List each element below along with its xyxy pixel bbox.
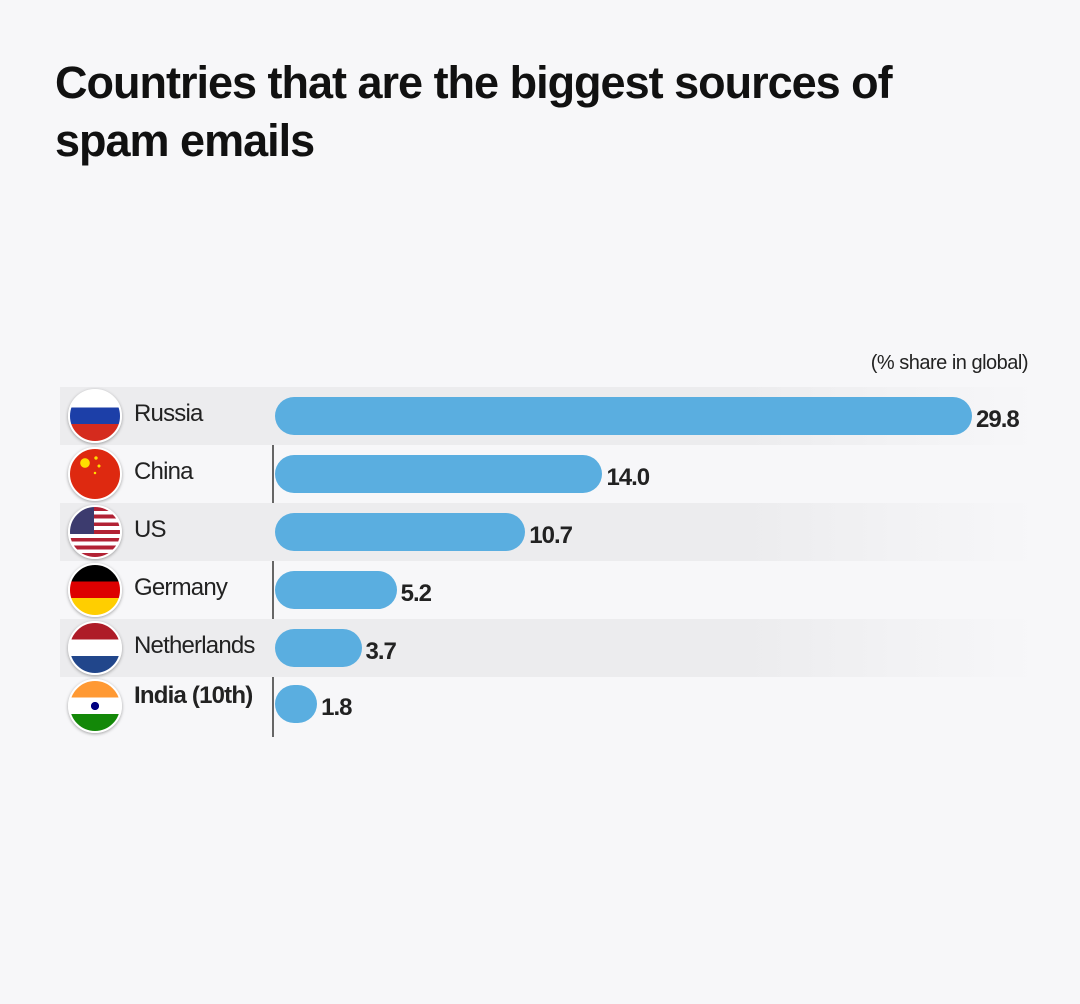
bar (275, 455, 603, 493)
category-label: Russia (134, 400, 203, 427)
bar (275, 685, 318, 723)
category-label: Germany (134, 574, 228, 601)
unit-label: (% share in global) (870, 352, 1029, 374)
value-label: 3.7 (365, 638, 397, 665)
category-label: India (10th) (134, 682, 253, 709)
germany-flag-icon (68, 563, 122, 617)
russia-flag-icon (68, 389, 122, 443)
bar (275, 513, 526, 551)
category-label: China (134, 458, 194, 485)
value-label: 14.0 (606, 464, 650, 491)
value-label: 29.8 (976, 406, 1020, 433)
bar (275, 629, 362, 667)
india-flag-icon (68, 679, 122, 733)
bar (275, 571, 397, 609)
chart-row (60, 503, 1035, 561)
chart-row (60, 619, 1035, 677)
chart-title: Countries that are the biggest sources o… (55, 57, 893, 166)
value-label: 10.7 (529, 522, 573, 549)
china-flag-icon (68, 447, 122, 501)
axis-line (272, 387, 274, 737)
value-label: 5.2 (400, 580, 432, 607)
netherlands-flag-icon (68, 621, 122, 675)
category-label: Netherlands (134, 632, 255, 659)
bar (275, 397, 972, 435)
us-flag-icon (68, 505, 122, 559)
category-label: US (134, 516, 167, 543)
value-label: 1.8 (321, 694, 352, 721)
